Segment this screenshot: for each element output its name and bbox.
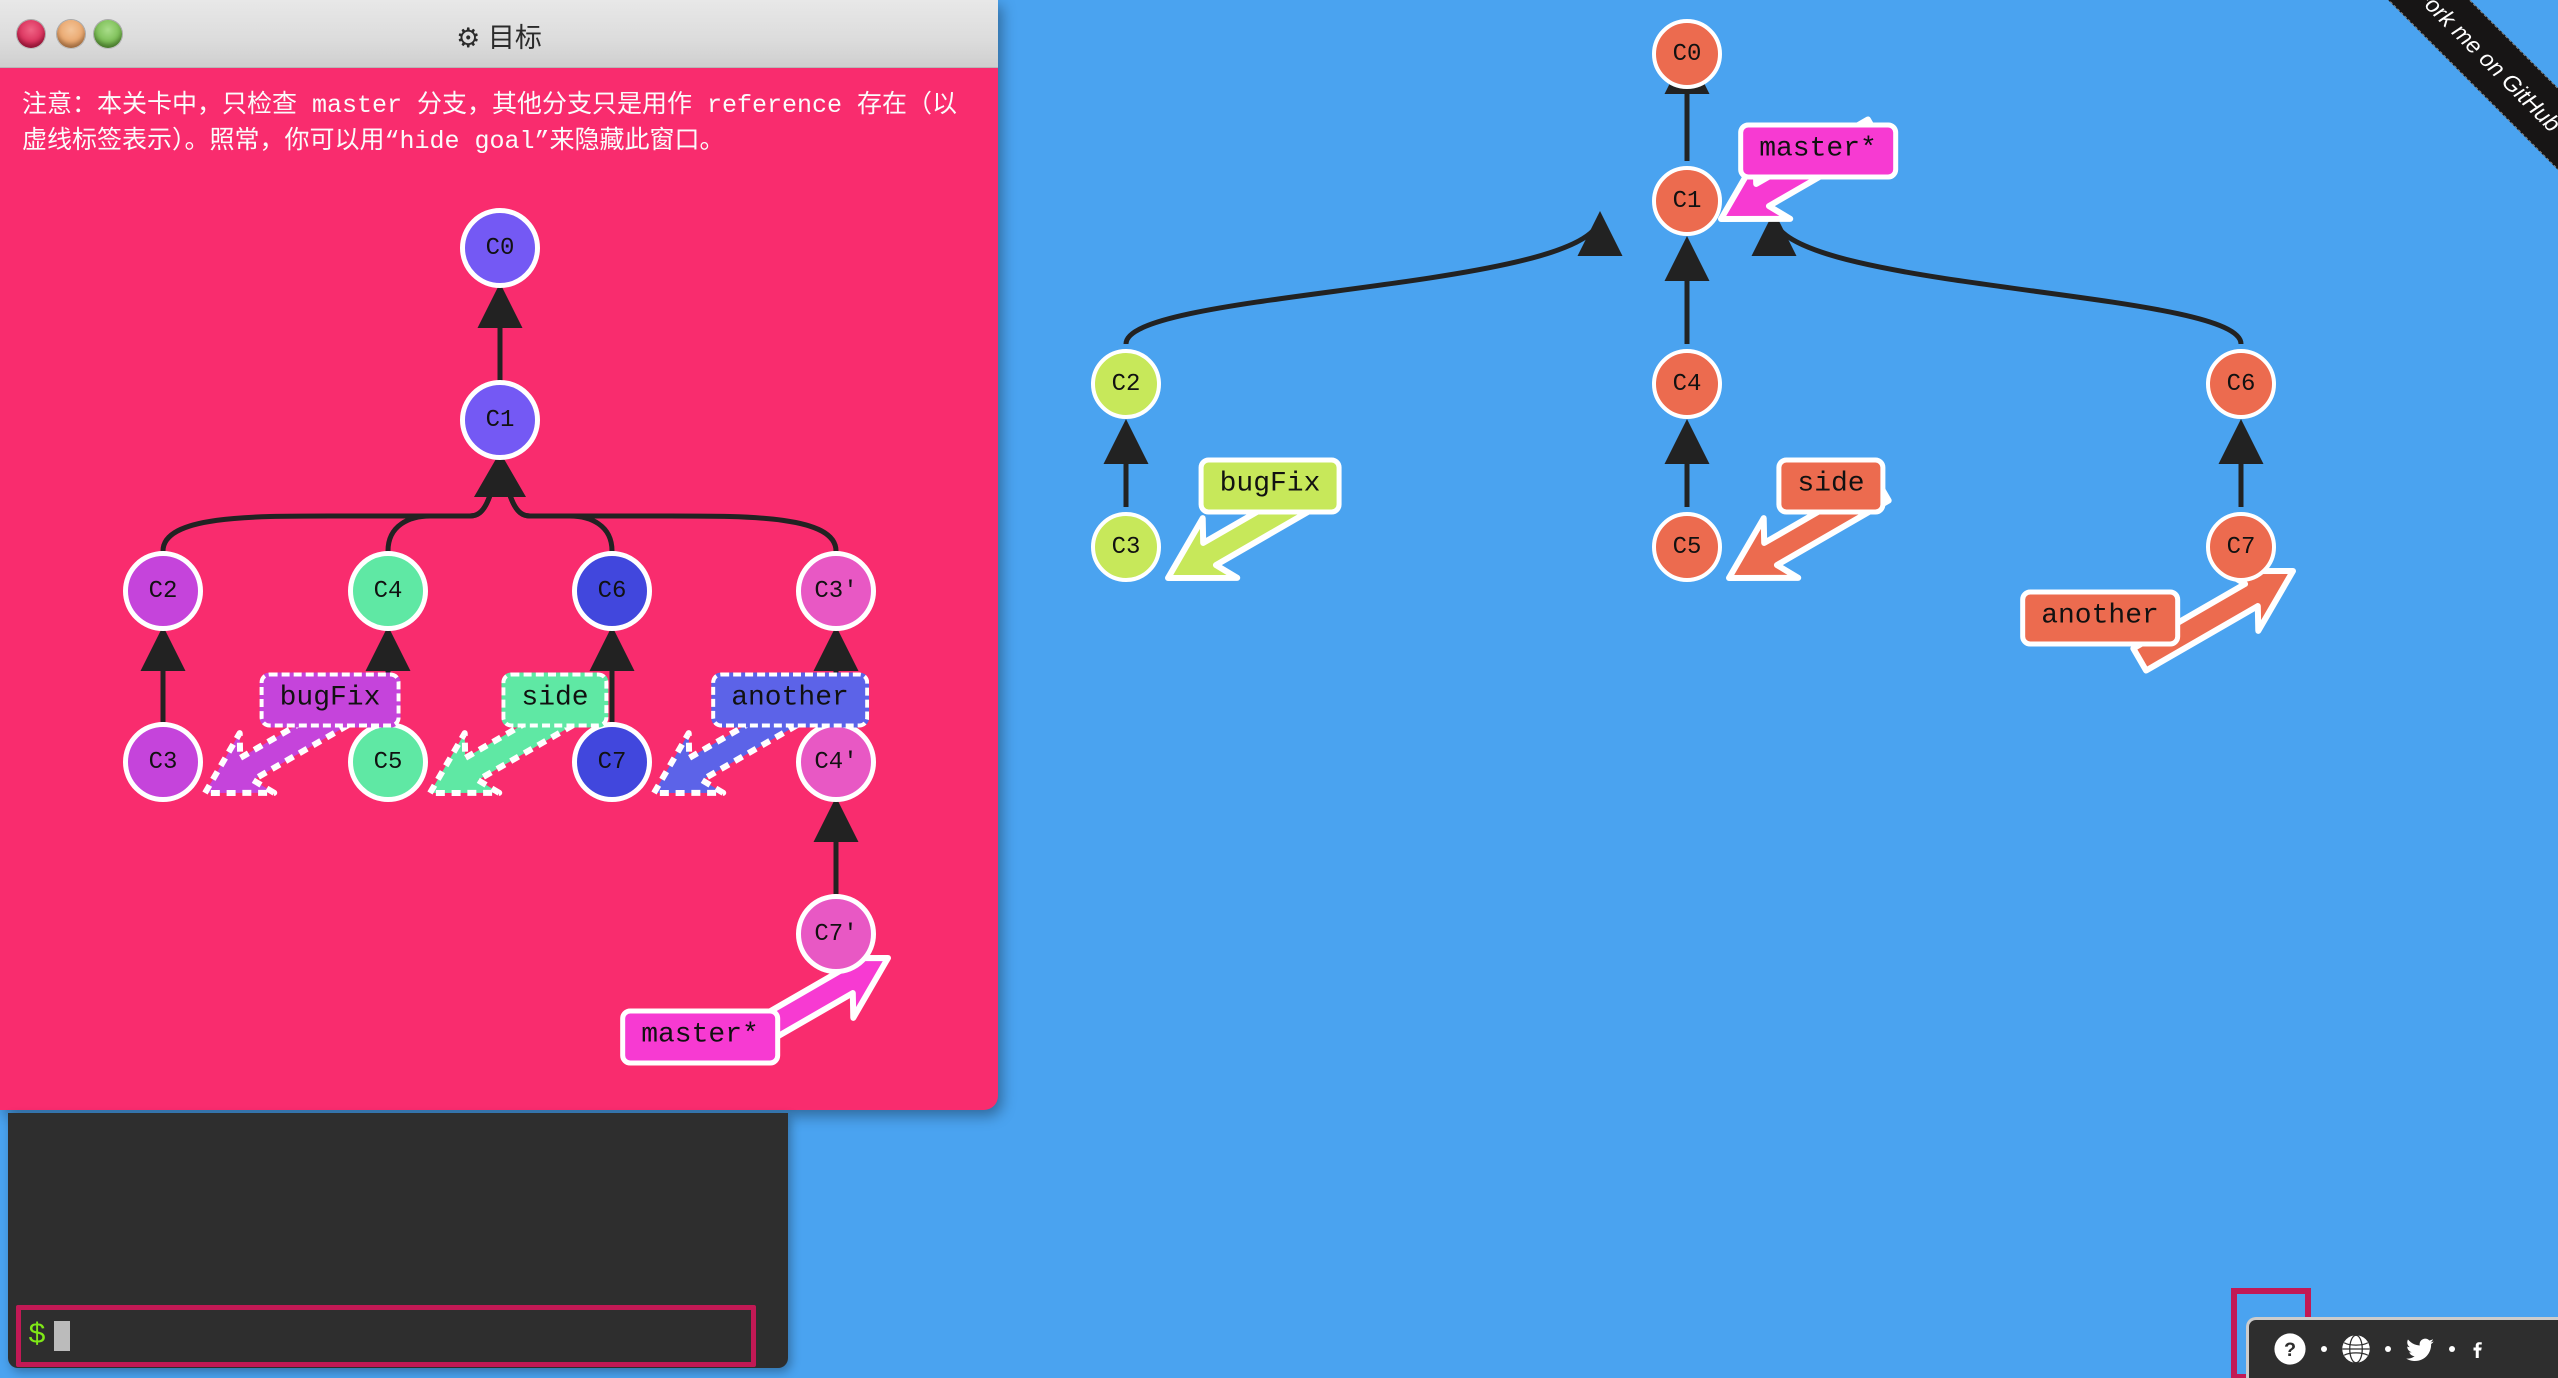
- svg-text:?: ?: [2284, 1339, 2296, 1361]
